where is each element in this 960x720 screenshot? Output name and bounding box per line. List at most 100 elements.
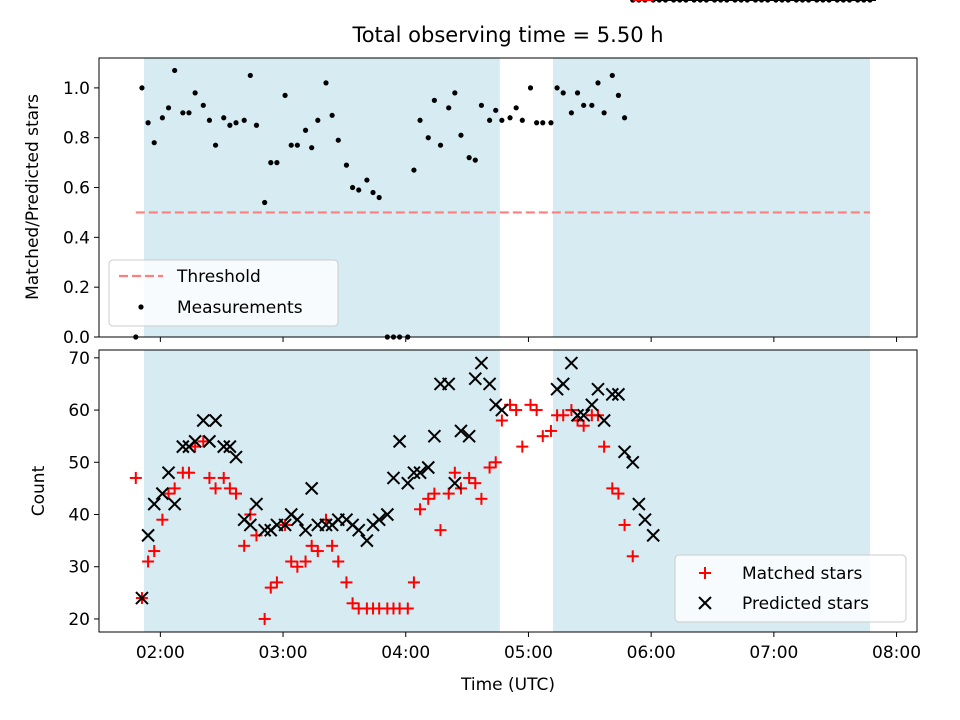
bottom-x-ticks: 02:00 03:00 04:00 05:00 06:00 07:00 08:00: [136, 632, 921, 663]
measurement-point: [159, 115, 165, 121]
predicted-star-point: [576, 408, 591, 422]
x-tick-label: 07:00: [749, 643, 798, 663]
matched-star-point: [536, 430, 549, 443]
measurement-point: [548, 120, 554, 126]
predicted-star-point: [249, 497, 264, 511]
matched-star-point: [217, 471, 230, 484]
predicted-star-point: [304, 481, 319, 496]
matched-star-point: [129, 471, 142, 484]
legend-predicted-label: Predicted stars: [742, 594, 869, 614]
matched-star-point: [434, 524, 447, 537]
measurement-point: [274, 160, 280, 166]
predicted-star-point: [468, 372, 482, 386]
measurement-point: [417, 117, 423, 123]
bottom-y-tick-label: 30: [68, 558, 90, 578]
top-y-axis-label: Matched/Predicted stars: [23, 94, 43, 300]
top-y-tick-label: 0.6: [63, 179, 90, 199]
predicted-star-point: [167, 497, 182, 511]
measurement-point: [574, 90, 581, 96]
x-tick-label: 06:00: [627, 643, 676, 663]
measurement-point: [282, 92, 288, 98]
measurement-point: [621, 115, 628, 121]
predicted-star-point: [298, 523, 313, 537]
measurement-point: [247, 72, 253, 79]
bottom-shaded-regions: [143, 350, 870, 632]
predicted-star-point: [360, 533, 374, 548]
matched-star-point: [142, 555, 155, 568]
matched-star-point: [311, 545, 324, 558]
measurement-point: [486, 117, 493, 123]
matched-star-point: [428, 487, 441, 500]
predicted-star-point: [626, 455, 640, 469]
predicted-star-point: [646, 528, 660, 543]
measurement-point: [411, 167, 417, 173]
matched-star-point: [483, 461, 496, 474]
bottom-y-axis-label: Count: [29, 465, 49, 516]
measurement-point: [323, 80, 329, 86]
measurement-point: [364, 177, 370, 183]
matched-star-point: [530, 404, 543, 417]
x-tick-label: 03:00: [259, 643, 308, 663]
predicted-star-point: [462, 429, 476, 443]
top-y-tick-label: 0.2: [63, 278, 90, 298]
measurement-point: [458, 132, 464, 138]
matched-star-point: [264, 581, 277, 594]
predicted-star-point: [564, 356, 579, 370]
measurement-point: [200, 102, 206, 108]
matched-star-point: [182, 466, 195, 479]
x-tick-label: 04:00: [381, 643, 430, 663]
legend-threshold-label: Threshold: [176, 267, 261, 287]
x-axis-label: Time (UTC): [460, 675, 555, 695]
predicted-star-point: [372, 513, 386, 527]
predicted-star-point: [290, 513, 305, 527]
legend-matched-swatch: [699, 567, 711, 579]
measurement-point: [446, 105, 452, 111]
measurement-point: [376, 194, 382, 201]
matched-star-point: [148, 545, 161, 558]
bottom-legend-box: [674, 554, 907, 623]
top-legend: Threshold Measurements: [108, 259, 339, 327]
matched-star-point: [489, 456, 502, 469]
predicted-star-point: [386, 471, 401, 485]
bottom-y-tick-label: 50: [68, 453, 90, 473]
measurement-point: [268, 160, 274, 166]
predicted-star-point: [188, 434, 202, 449]
predicted-star-point: [427, 429, 442, 443]
predicted-star-point: [243, 518, 258, 532]
matched-star-point: [258, 612, 271, 625]
matched-star-point: [332, 555, 345, 568]
measurement-point: [581, 102, 587, 108]
measurement-point: [294, 142, 300, 148]
chart-title: Total observing time = 5.50 h: [351, 23, 663, 47]
matched-star-point: [524, 398, 537, 411]
matched-star-point: [401, 602, 414, 615]
matched-star-point: [223, 482, 236, 495]
measurement-point: [478, 102, 485, 108]
top-shaded-interval-1: [552, 58, 870, 337]
predicted-star-point: [392, 434, 407, 449]
predicted-star-point: [570, 408, 585, 422]
measurement-point: [253, 122, 260, 128]
bottom-y-tick-label: 20: [68, 610, 90, 630]
predicted-star-point: [401, 476, 415, 490]
matched-star-point: [606, 482, 619, 495]
measurement-point: [309, 145, 315, 151]
predicted-star-point: [223, 439, 237, 454]
x-tick-label: 02:00: [136, 643, 185, 663]
bottom-plot-area: [129, 0, 876, 625]
measurement-point: [540, 120, 546, 126]
predicted-star-point: [257, 523, 272, 537]
measurement-point: [601, 110, 607, 116]
measurement-point: [329, 112, 335, 118]
measurement-point: [302, 127, 309, 133]
legend-measurements-swatch: [138, 304, 144, 310]
measurement-point: [499, 117, 505, 123]
measurement-point: [335, 137, 341, 143]
measurement-point: [221, 115, 227, 121]
matched-star-point: [557, 409, 570, 422]
measurement-point: [507, 115, 513, 121]
measurement-point: [425, 135, 431, 141]
matched-star-point: [209, 482, 222, 495]
measurement-point: [437, 142, 444, 148]
predicted-star-point: [407, 466, 421, 480]
